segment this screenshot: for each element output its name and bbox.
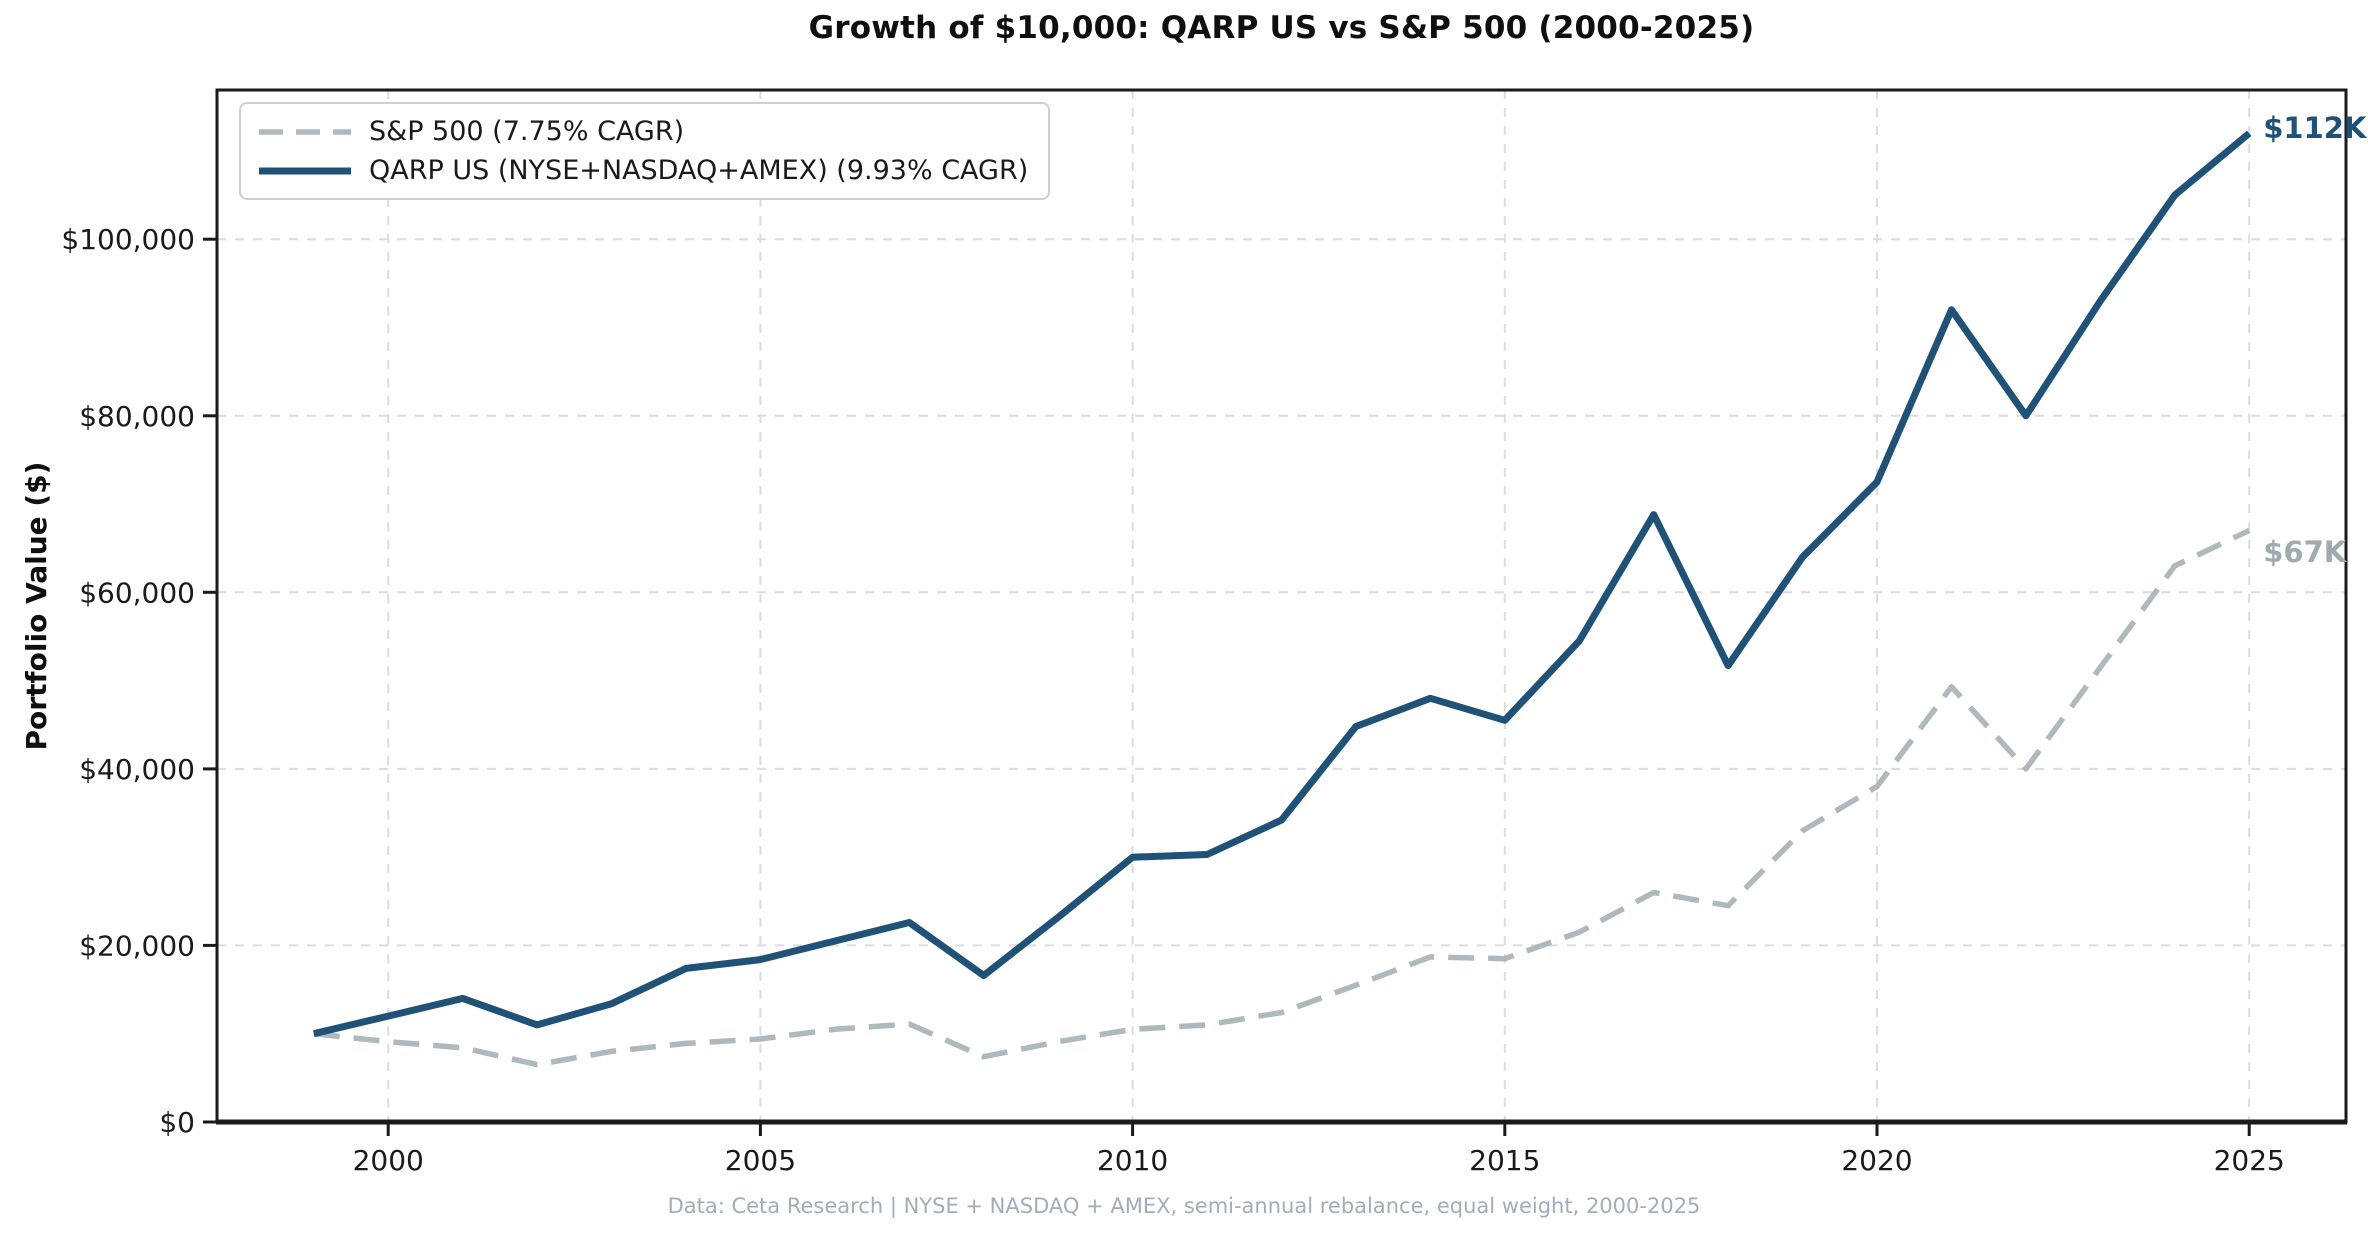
y-tick-label-0: $0 [159,1106,195,1139]
chart-legend: S&P 500 (7.75% CAGR) QARP US (NYSE+NASDA… [239,102,1051,200]
sp500-dashed-line-swatch-icon [259,128,351,135]
x-tick-label-2025: 2025 [2214,1144,2285,1177]
x-tick-label-2005: 2005 [725,1144,796,1177]
y-tick-label-100000: $100,000 [61,223,195,256]
sp500-end-value-annotation: $67K [2263,534,2347,569]
y-tick-label-60000: $60,000 [79,576,195,609]
axes-frame [215,88,2348,1124]
x-tick-label-2015: 2015 [1469,1144,1540,1177]
legend-item-qarp: QARP US (NYSE+NASDAQ+AMEX) (9.93% CAGR) [257,155,1028,186]
data-source-note: Data: Ceta Research | NYSE + NASDAQ + AM… [667,1194,1701,1218]
series-line-sp500 [313,528,2251,1068]
y-tick-label-80000: $80,000 [79,400,195,433]
y-tick-label-40000: $40,000 [79,753,195,786]
y-tick-label-20000: $20,000 [79,929,195,962]
legend-label-sp500: S&P 500 (7.75% CAGR) [369,116,685,147]
x-tick-label-2000: 2000 [353,1144,424,1177]
chart-title: Growth of $10,000: QARP US vs S&P 500 (2… [808,10,1755,46]
series-line-qarp [312,130,2252,1038]
qarp-end-value-annotation: $112K [2263,111,2367,146]
legend-item-sp500: S&P 500 (7.75% CAGR) [257,116,1028,147]
legend-label-qarp: QARP US (NYSE+NASDAQ+AMEX) (9.93% CAGR) [369,155,1029,186]
qarp-solid-line-swatch-icon [259,167,351,174]
x-tick-label-2020: 2020 [1841,1144,1912,1177]
x-tick-label-2010: 2010 [1097,1144,1168,1177]
